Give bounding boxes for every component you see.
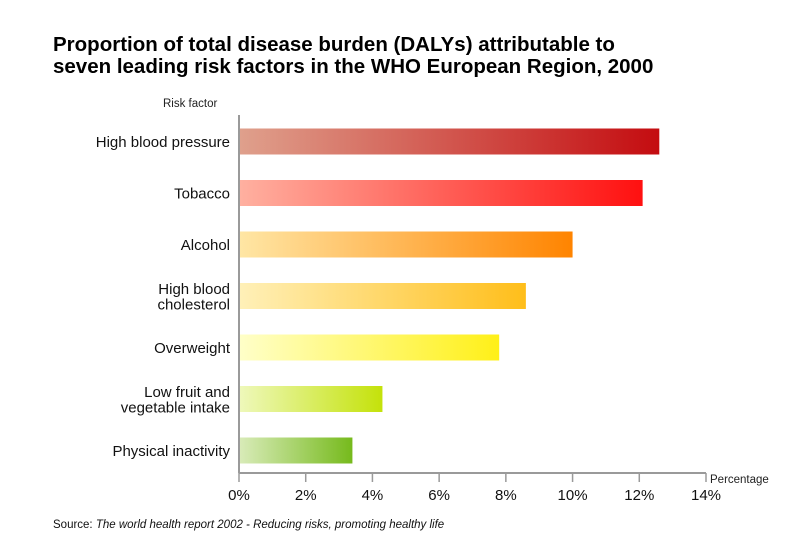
- category-label-5: Low fruit and vegetable intake: [121, 384, 230, 417]
- bars-group: [240, 128, 660, 464]
- x-tick-label-6: 12%: [624, 487, 654, 504]
- category-label-1: Tobacco: [174, 186, 230, 203]
- category-label-0: High blood pressure: [96, 134, 230, 151]
- category-label-line: Tobacco: [174, 186, 230, 203]
- source-text: The world health report 2002 - Reducing …: [95, 519, 445, 531]
- category-label-line: Physical inactivity: [112, 443, 230, 460]
- bar-3: [240, 283, 526, 309]
- category-label-line: High blood pressure: [96, 134, 230, 151]
- category-label-2: Alcohol: [181, 237, 230, 254]
- source-prefix: Source:: [53, 519, 96, 531]
- category-label-line: cholesterol: [157, 296, 230, 313]
- chart-title-line-1: Proportion of total disease burden (DALY…: [53, 33, 615, 56]
- bar-4: [240, 334, 500, 361]
- source-note: Source: The world health report 2002 - R…: [53, 519, 444, 531]
- x-tick-label-0: 0%: [228, 487, 250, 504]
- bar-5: [240, 386, 383, 412]
- bar-0: [240, 128, 660, 155]
- category-label-3: High blood cholesterol: [157, 281, 230, 314]
- category-label-line: vegetable intake: [121, 399, 230, 416]
- category-label-line: Low fruit and: [144, 384, 230, 401]
- x-axis-label: Percentage: [710, 474, 769, 486]
- x-tick-label-2: 4%: [362, 487, 384, 504]
- x-ticks-group: 0% 2% 4% 6% 8% 10% 12% 14%: [228, 473, 721, 504]
- category-label-line: High blood: [158, 281, 230, 298]
- category-label-line: Overweight: [154, 340, 231, 357]
- category-labels-group: High blood pressure Tobacco Alcohol High bl…: [96, 134, 231, 460]
- x-tick-label-4: 8%: [495, 487, 517, 504]
- bar-1: [240, 180, 643, 206]
- chart-title: Proportion of total disease burden (DALY…: [53, 34, 783, 78]
- x-tick-label-5: 10%: [558, 487, 588, 504]
- x-tick-label-1: 2%: [295, 487, 317, 504]
- bar-6: [240, 437, 353, 464]
- chart-title-line-2: seven leading risk factors in the WHO Eu…: [53, 55, 654, 78]
- category-label-4: Overweight: [154, 340, 231, 357]
- x-tick-label-3: 6%: [428, 487, 450, 504]
- x-tick-label-7: 14%: [691, 487, 721, 504]
- category-label-line: Alcohol: [181, 237, 230, 254]
- bar-2: [240, 231, 573, 258]
- category-label-6: Physical inactivity: [112, 443, 230, 460]
- y-axis-label: Risk factor: [163, 98, 217, 110]
